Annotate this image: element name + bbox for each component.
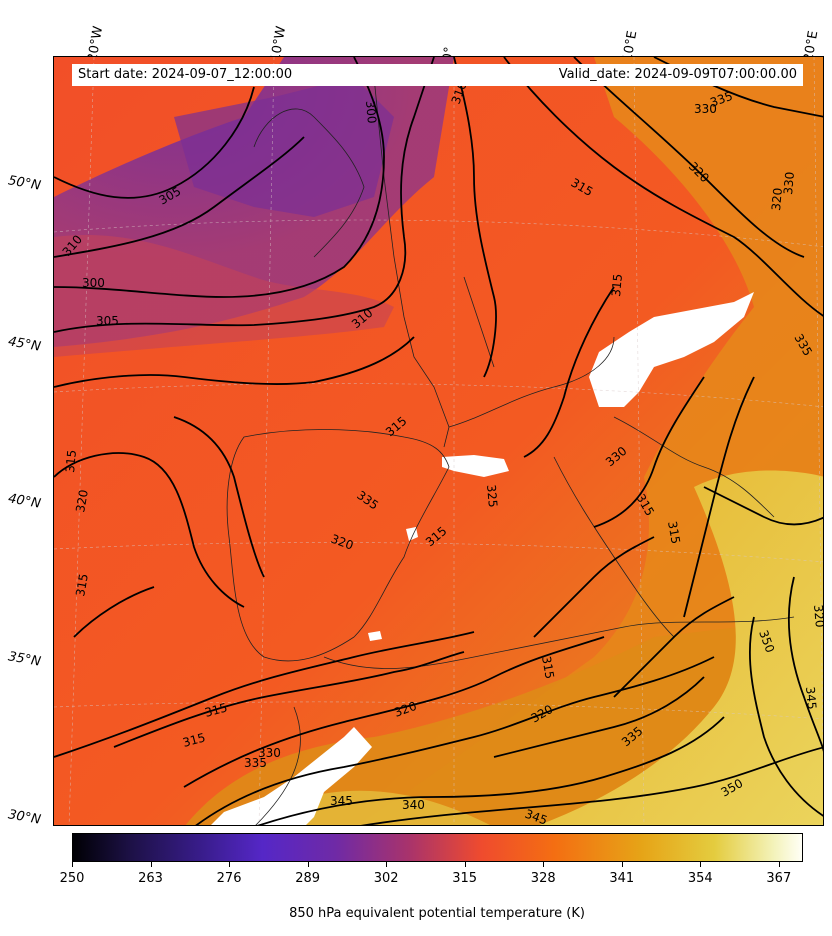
colorbar-tick-mark (464, 862, 466, 867)
colorbar-tick-mark (72, 862, 73, 867)
colorbar-tick-mark (229, 862, 231, 867)
colorbar-tick-mark (386, 862, 388, 867)
contour-label: 315 (609, 273, 625, 297)
colorbar-tick-label: 302 (373, 871, 399, 886)
colorbar-tick-mark (307, 862, 309, 867)
contour-label: 315 (63, 449, 79, 473)
contour-label: 345 (330, 794, 353, 808)
valid-date-text: Valid_date: 2024-09-09T07:00:00.00 (558, 67, 797, 82)
coastlines (226, 76, 795, 825)
latitude-label-40n: 40°N (6, 491, 42, 512)
colorbar-tick-label: 328 (530, 871, 556, 886)
map-panel: 305 300 310 305 300 310 310 315 320 330 … (53, 56, 824, 826)
colorbar-tick-mark (778, 862, 780, 867)
colorbar-tick-mark (700, 862, 702, 867)
missing-data-pyrenees (442, 455, 509, 477)
latitude-label-35n: 35°N (6, 649, 42, 670)
contour-label: 315 (665, 520, 683, 545)
cool-air-fringe (54, 235, 394, 357)
contour-label: 330 (694, 102, 717, 116)
colorbar-tick-label: 315 (452, 871, 478, 886)
contour-label: 305 (96, 314, 119, 328)
contour-label: 330 (781, 171, 797, 195)
colorbar-tick-label: 250 (59, 871, 85, 886)
colorbar-label: 850 hPa equivalent potential temperature… (289, 906, 585, 921)
theta-e-field-map: 305 300 310 305 300 310 310 315 320 330 … (54, 57, 824, 826)
colorbar-tick-label: 263 (138, 871, 163, 886)
colorbar-tick-label: 354 (687, 871, 713, 886)
contour-label: 340 (402, 798, 425, 812)
contour-label: 330 (258, 746, 281, 760)
contour-label: 325 (484, 484, 500, 508)
latitude-label-30n: 30°N (6, 807, 42, 828)
cold-air-core (174, 77, 394, 217)
hot-air-region (539, 470, 823, 825)
missing-data-spot-2 (368, 631, 382, 641)
colorbar-tick-label: 341 (609, 871, 635, 886)
start-date-text: Start date: 2024-09-07_12:00:00 (78, 67, 293, 82)
contour-label: 345 (803, 686, 819, 710)
colorbar-tick-mark (150, 862, 152, 867)
contour-lines (54, 57, 823, 825)
contour-label: 315 (181, 730, 207, 749)
colorbar (72, 833, 803, 862)
contour-label: 300 (82, 276, 105, 290)
date-header: Start date: 2024-09-07_12:00:00 Valid_da… (72, 64, 803, 86)
colorbar-tick-mark (543, 862, 545, 867)
latitude-label-45n: 45°N (6, 334, 42, 355)
graticule (54, 57, 823, 825)
contour-label: 315 (539, 655, 557, 680)
contour-label: 300 (363, 100, 379, 124)
missing-data-atlas (211, 727, 372, 825)
contour-label: 320 (73, 489, 91, 514)
contour-label: 335 (244, 756, 267, 770)
contour-label: 320 (769, 187, 785, 211)
missing-data-alps (589, 292, 754, 407)
contour-label: 320 (811, 604, 824, 628)
latitude-label-50n: 50°N (6, 173, 42, 194)
colorbar-tick-mark (621, 862, 623, 867)
contour-label: 315 (73, 573, 91, 598)
contour-label: 315 (203, 700, 229, 719)
colorbar-tick-label: 367 (766, 871, 792, 886)
colorbar-tick-label: 276 (216, 871, 242, 886)
contour-label: 345 (523, 807, 549, 826)
colorbar-tick-label: 289 (295, 871, 321, 886)
